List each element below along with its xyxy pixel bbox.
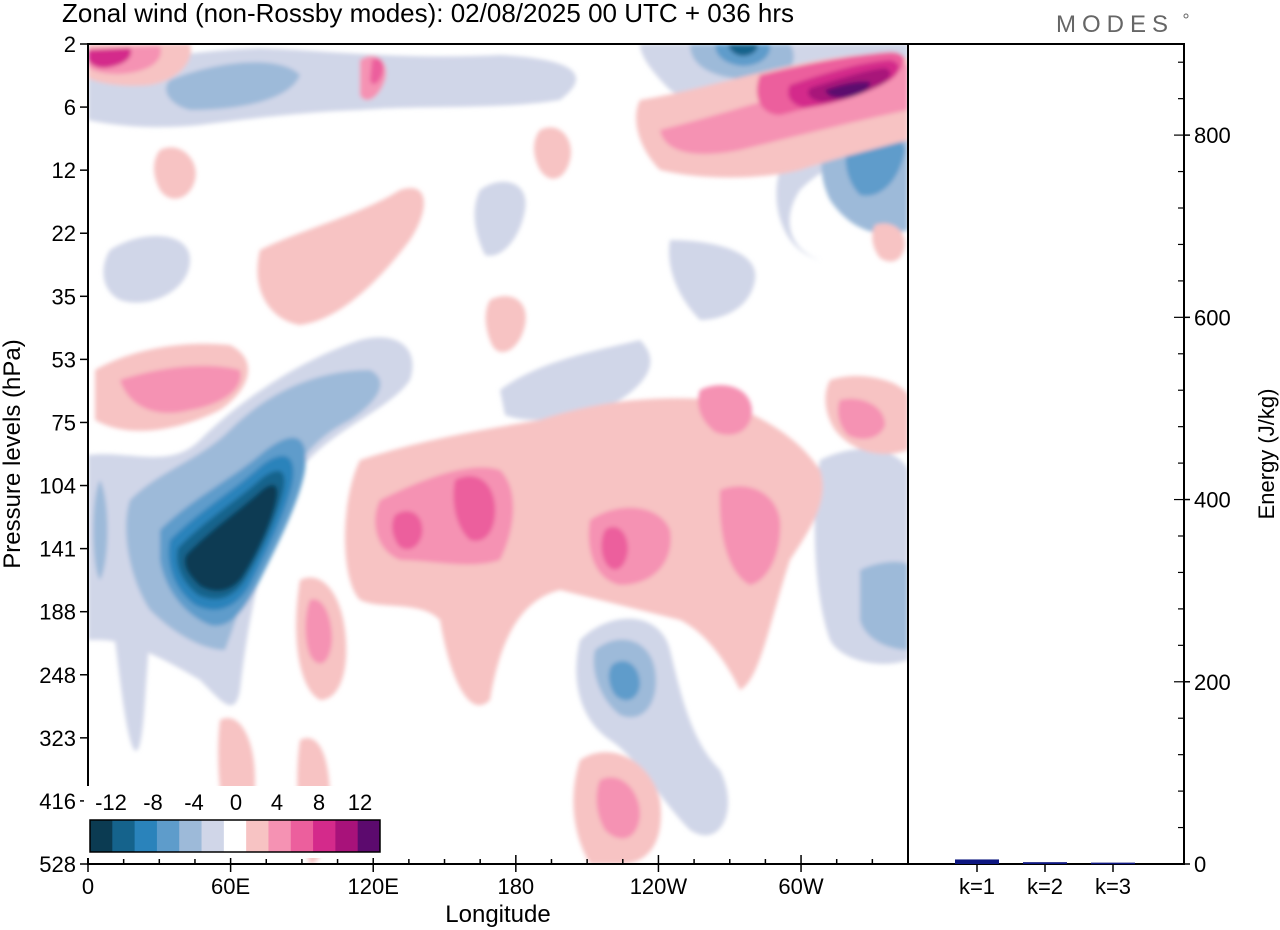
energy-tick-label: 400 <box>1194 488 1231 513</box>
contour-region <box>608 661 640 701</box>
contour-region <box>838 398 885 439</box>
contour-region <box>88 48 132 68</box>
y-tick-label: 188 <box>39 600 76 625</box>
contour-region <box>120 365 241 413</box>
x-axis: 0 60E 120E 180 120W 60W <box>82 855 874 899</box>
contour-region <box>166 62 300 110</box>
colorbar-swatch <box>223 820 247 852</box>
colorbar-swatch <box>246 820 269 852</box>
colorbar-label: -4 <box>184 790 204 815</box>
colorbar: -12 -8 -4 0 4 8 12 <box>84 786 384 858</box>
x-tick-label: 0 <box>82 874 94 899</box>
colorbar-label: 4 <box>271 790 283 815</box>
contour-region <box>728 44 758 56</box>
colorbar-swatch <box>112 820 136 852</box>
y-tick-label: 75 <box>52 410 76 435</box>
contour-region <box>596 777 640 839</box>
y-axis-label: Pressure levels (hPa) <box>0 339 26 568</box>
contour-region <box>698 385 752 435</box>
contour-region <box>154 147 196 199</box>
contour-region <box>93 480 108 580</box>
energy-bar <box>955 859 999 864</box>
y-axis: 2 6 12 22 35 53 75 104 141 188 248 323 416 528 <box>39 32 88 877</box>
logo-mark <box>1183 13 1189 19</box>
contour-region <box>872 223 905 262</box>
contour-region <box>825 81 871 98</box>
bar-category-label: k=2 <box>1027 874 1063 899</box>
energy-tick-label: 200 <box>1194 670 1231 695</box>
colorbar-swatch <box>313 820 336 852</box>
x-tick-label: 60E <box>211 874 250 899</box>
y-tick-label: 53 <box>52 347 76 372</box>
colorbar-swatch <box>90 820 113 852</box>
x-tick-label: 120E <box>348 874 399 899</box>
contour-region <box>453 476 496 541</box>
y-tick-label: 104 <box>39 474 76 499</box>
colorbar-swatch <box>357 820 381 852</box>
contour-region <box>184 484 278 591</box>
contour-region <box>669 240 756 320</box>
y-tick-label: 248 <box>39 663 76 688</box>
energy-tick-label: 0 <box>1194 852 1206 877</box>
colorbar-label: -12 <box>95 790 127 815</box>
contour-region <box>103 236 190 303</box>
bar-category-label: k=3 <box>1095 874 1131 899</box>
contour-region <box>305 599 332 664</box>
y-tick-label: 35 <box>52 284 76 309</box>
energy-bar <box>1091 862 1135 865</box>
energy-axis-label: Energy (J/kg) <box>1254 389 1279 520</box>
bar-panel-frame <box>907 43 1185 865</box>
energy-axis: 0 200 400 600 800 <box>1174 61 1231 877</box>
y-tick-label: 2 <box>64 32 76 57</box>
contour-region <box>534 127 571 179</box>
colorbar-label: 12 <box>348 790 372 815</box>
colorbar-swatch <box>134 820 158 852</box>
y-tick-label: 323 <box>39 726 76 751</box>
contour-region <box>474 181 526 256</box>
colorbar-swatch <box>179 820 203 852</box>
contour-region <box>500 340 651 420</box>
y-tick-label: 528 <box>39 852 76 877</box>
modes-logo: MODES <box>1056 11 1174 38</box>
y-tick-label: 6 <box>64 95 76 120</box>
x-tick-label: 60W <box>778 874 823 899</box>
colorbar-label: -8 <box>143 790 163 815</box>
y-tick-label: 416 <box>39 789 76 814</box>
energy-tick-label: 600 <box>1194 305 1231 330</box>
colorbar-swatch <box>335 820 359 852</box>
y-tick-label: 22 <box>52 221 76 246</box>
x-axis-label: Longitude <box>445 901 550 928</box>
colorbar-swatch <box>156 820 180 852</box>
colorbar-swatch <box>290 820 314 852</box>
contour-region <box>370 58 384 85</box>
colorbar-frame <box>89 819 381 853</box>
colorbar-swatch <box>268 820 292 852</box>
contour-region <box>392 511 423 550</box>
chart-title: Zonal wind (non-Rossby modes): 02/08/202… <box>62 0 794 28</box>
heatmap-field <box>88 44 908 864</box>
contour-region <box>719 486 781 585</box>
colorbar-label: 8 <box>313 790 325 815</box>
x-tick-label: 120W <box>630 874 688 899</box>
energy-tick-label: 800 <box>1194 123 1231 148</box>
energy-bar <box>1023 862 1067 864</box>
contour-region <box>860 561 908 650</box>
energy-bars: k=1 k=2 k=3 <box>955 859 1135 899</box>
contour-region <box>257 188 424 325</box>
y-tick-label: 141 <box>39 537 76 562</box>
contour-region <box>601 526 628 570</box>
contour-region <box>485 296 526 353</box>
x-tick-label: 180 <box>497 874 534 899</box>
bar-category-label: k=1 <box>959 874 995 899</box>
y-tick-label: 12 <box>52 158 76 183</box>
colorbar-swatch <box>201 820 225 852</box>
colorbar-label: 0 <box>230 790 242 815</box>
